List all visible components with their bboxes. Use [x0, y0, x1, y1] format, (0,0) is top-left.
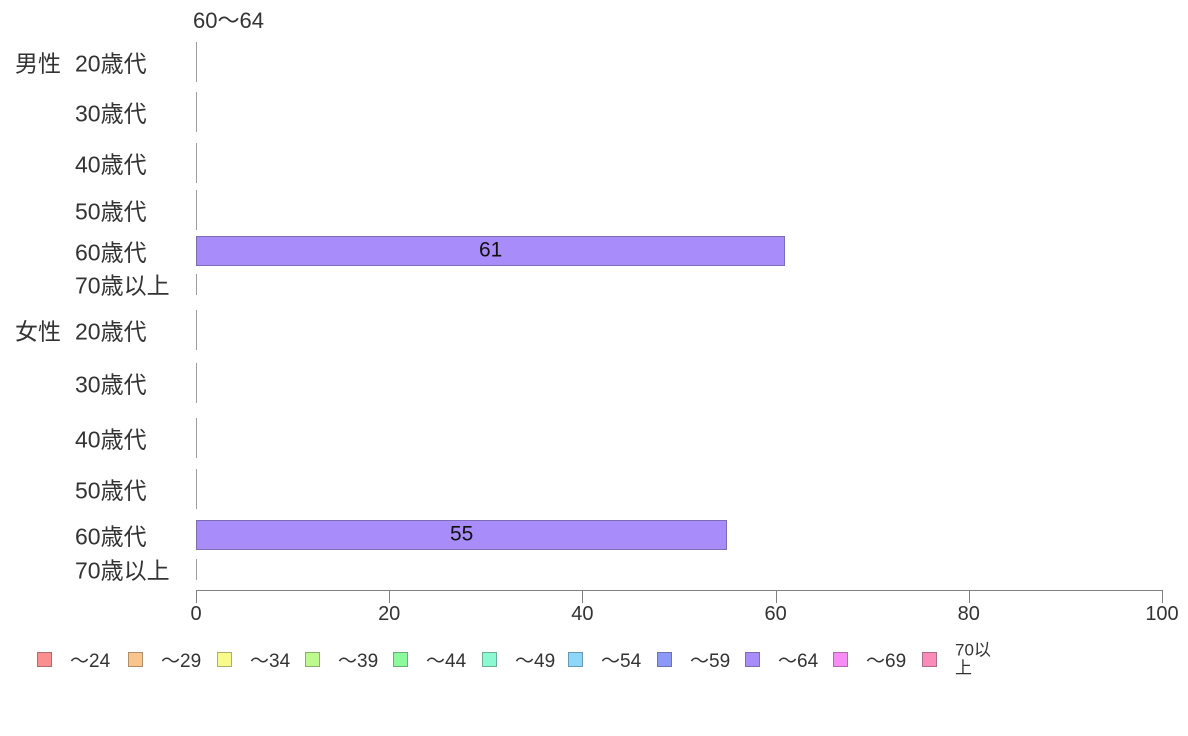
zero-value-line: [196, 42, 197, 82]
category-label: 20歳代: [75, 50, 147, 77]
legend-swatch: [657, 652, 672, 667]
legend-swatch: [833, 652, 848, 667]
category-label: 20歳代: [75, 318, 147, 345]
x-axis-line: [196, 590, 1163, 591]
category-label: 40歳代: [75, 426, 147, 453]
x-axis-tick: [1162, 590, 1163, 603]
category-label: 40歳代: [75, 151, 147, 178]
legend-swatch: [745, 652, 760, 667]
legend-swatch: [217, 652, 232, 667]
chart-title: 60～64: [193, 8, 264, 33]
x-axis-tick-label: 80: [957, 603, 980, 625]
x-axis-tick-label: 40: [571, 603, 594, 625]
zero-value-line: [196, 469, 197, 509]
value-bar[interactable]: 61: [196, 236, 786, 266]
x-axis-tick-label: 100: [1145, 603, 1179, 625]
legend-label: ～39: [338, 650, 379, 672]
legend-label: ～24: [70, 650, 111, 672]
category-label: 70歳以上: [75, 272, 170, 299]
zero-value-line: [196, 273, 197, 295]
category-label: 60歳代: [75, 523, 147, 550]
legend-swatch: [305, 652, 320, 667]
x-axis-tick: [389, 590, 391, 603]
category-label: 50歳代: [75, 477, 147, 504]
x-axis-tick: [582, 590, 584, 603]
zero-value-line: [196, 558, 197, 580]
legend-label: ～59: [690, 650, 731, 672]
legend-swatch: [922, 652, 937, 667]
legend-label: ～29: [161, 650, 202, 672]
bar-value-label: 61: [478, 238, 503, 262]
legend-label: ～44: [426, 650, 467, 672]
x-axis-tick: [775, 590, 777, 603]
legend-swatch: [128, 652, 143, 667]
zero-value-line: [196, 143, 197, 183]
category-label: 50歳代: [75, 198, 147, 225]
category-label: 30歳代: [75, 371, 147, 398]
legend-swatch: [393, 652, 408, 667]
legend-label: ～49: [515, 650, 556, 672]
x-axis-tick-label: 20: [378, 603, 401, 625]
zero-value-line: [196, 418, 197, 458]
value-bar[interactable]: 55: [196, 520, 728, 550]
legend-label: ～54: [601, 650, 642, 672]
legend-label: 70以上: [955, 640, 991, 678]
x-axis-tick-label: 60: [764, 603, 787, 625]
zero-value-line: [196, 92, 197, 132]
legend-label: ～69: [866, 650, 907, 672]
category-label: 60歳代: [75, 239, 147, 266]
legend-swatch: [482, 652, 497, 667]
x-axis-tick: [968, 590, 970, 603]
zero-value-line: [196, 363, 197, 403]
legend-swatch: [568, 652, 583, 667]
bar-value-label: 55: [449, 522, 474, 546]
gender-label: 男性: [15, 50, 61, 77]
legend-label: ～34: [250, 650, 291, 672]
zero-value-line: [196, 190, 197, 230]
category-label: 30歳代: [75, 100, 147, 127]
legend-label: ～64: [778, 650, 819, 672]
x-axis-tick-label: 0: [190, 603, 202, 625]
zero-value-line: [196, 310, 197, 350]
x-axis-tick: [196, 590, 197, 603]
gender-label: 女性: [15, 318, 61, 345]
category-label: 70歳以上: [75, 557, 170, 584]
legend-swatch: [37, 652, 52, 667]
